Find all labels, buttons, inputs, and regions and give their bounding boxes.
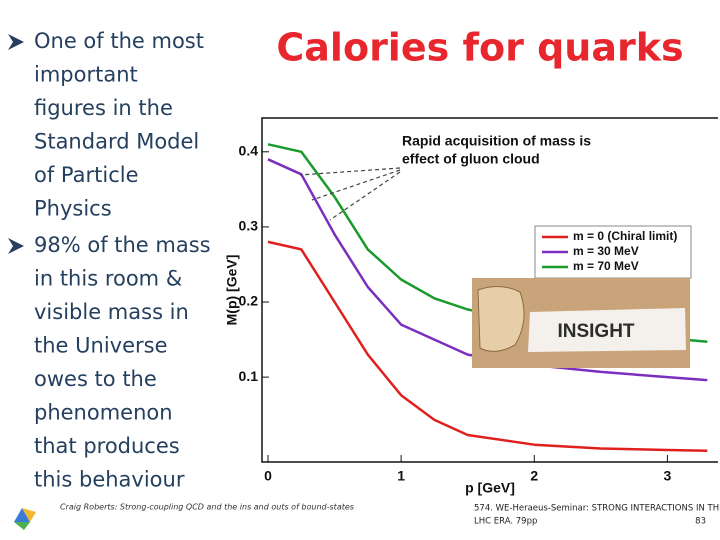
annotation-arrow	[329, 171, 401, 221]
image-curl	[477, 286, 525, 352]
y-tick-label: 0.4	[239, 143, 259, 159]
legend-label: m = 70 MeV	[573, 259, 639, 273]
y-tick-label: 0.3	[239, 218, 259, 234]
x-axis-label: p [GeV]	[465, 480, 515, 496]
bullet-text: important	[34, 63, 138, 87]
bullet-text: of Particle	[34, 163, 139, 187]
x-tick-label: 0	[264, 468, 272, 484]
bullet-arrow	[8, 238, 24, 254]
y-tick-label: 0.1	[239, 368, 259, 384]
bullet-text: owes to the	[34, 367, 157, 391]
annotation-arrow	[311, 169, 401, 201]
logo-part	[14, 522, 30, 530]
bullet-text: figures in the	[34, 96, 173, 120]
x-tick-label: 3	[664, 468, 672, 484]
bullet-text: Standard Model	[34, 130, 199, 154]
y-axis-label: M(p) [GeV]	[224, 255, 240, 326]
series-line	[267, 240, 708, 452]
bullet-text: this behaviour	[34, 468, 185, 492]
x-tick-label: 2	[530, 468, 538, 484]
bullet-text: Physics	[34, 197, 112, 221]
insight-image: INSIGHT	[472, 278, 690, 368]
image-text: INSIGHT	[557, 321, 634, 342]
footer-right: 574. WE-Heraeus-Seminar: STRONG INTERACT…	[474, 504, 720, 514]
y-tick-label: 0.2	[239, 293, 259, 309]
axis-frame	[261, 117, 718, 463]
image-label	[528, 308, 686, 352]
bullet-text: visible mass in	[34, 300, 189, 324]
bullet-text: 98% of the mass	[34, 233, 211, 257]
logo-part	[14, 508, 30, 522]
annotation-arrow	[299, 167, 401, 176]
footer-right: LHC ERA. 79pp	[474, 517, 537, 527]
legend-label: m = 30 MeV	[573, 244, 639, 258]
x-tick-label: 1	[397, 468, 405, 484]
footer-left: Craig Roberts: Strong-coupling QCD and t…	[60, 503, 354, 512]
bullet-text: the Universe	[34, 334, 168, 358]
logo	[14, 508, 36, 530]
legend-label: m = 0 (Chiral limit)	[573, 229, 677, 243]
bullets: One of the most important figures in the St…	[8, 29, 211, 492]
annotation: Rapid acquisition of mass is	[402, 133, 591, 149]
bullet-arrow	[8, 34, 24, 50]
bullet-text: that produces	[34, 434, 180, 458]
series-line	[267, 158, 708, 382]
slide-title: Calories for quarks	[276, 26, 683, 70]
bullet-text: in this room &	[34, 267, 182, 291]
logo-part	[22, 508, 36, 522]
annotation: effect of gluon cloud	[402, 151, 540, 167]
bullet-text: phenomenon	[34, 401, 173, 425]
page-number: 83	[695, 517, 706, 527]
bullet-text: One of the most	[34, 29, 204, 53]
